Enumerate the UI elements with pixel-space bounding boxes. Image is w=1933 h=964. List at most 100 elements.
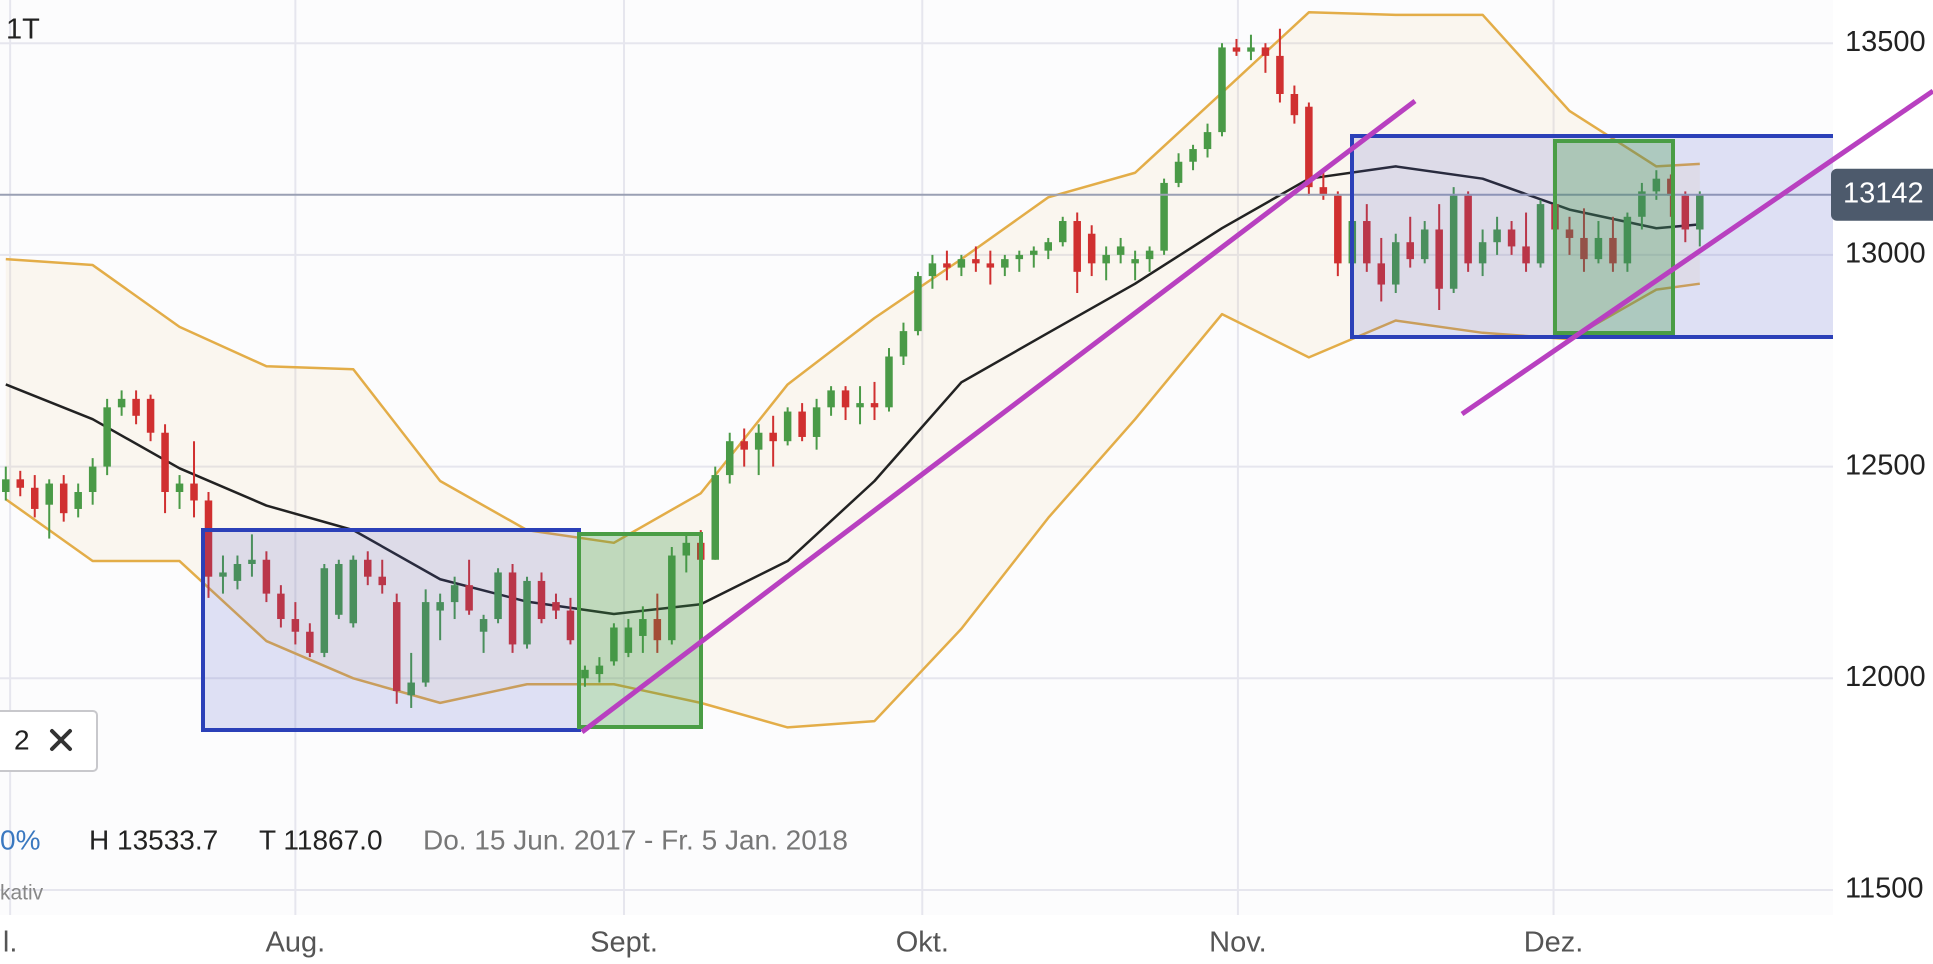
- candle-body: [117, 398, 126, 408]
- candle-body: [349, 559, 358, 624]
- candle-body: [175, 483, 184, 493]
- moving-average: [5, 165, 1700, 616]
- candle-body: [1261, 47, 1270, 56]
- candle-body: [1638, 191, 1646, 217]
- candle-body: [508, 572, 517, 645]
- candle-body: [1030, 250, 1038, 255]
- candle-body: [103, 407, 111, 467]
- candle-body: [277, 593, 285, 620]
- candle-body: [2, 479, 10, 493]
- candle-body: [1044, 242, 1053, 251]
- plot-area: [0, 11, 1833, 734]
- candle-body: [16, 479, 25, 488]
- candle-body: [190, 483, 198, 501]
- candle-body: [479, 619, 488, 632]
- candle-body: [798, 411, 806, 437]
- candle-body: [248, 559, 256, 564]
- candle-body: [841, 390, 850, 408]
- candle-body: [740, 441, 748, 450]
- candle-body: [783, 411, 792, 442]
- x-tick-label: l.: [3, 927, 18, 959]
- candle-body: [45, 483, 53, 505]
- candle-body: [1652, 178, 1661, 192]
- candle-body: [335, 563, 343, 615]
- candle-body: [566, 610, 575, 641]
- stat-high: H 13533.7: [89, 824, 218, 855]
- candle-body: [204, 500, 213, 577]
- candle-body: [1377, 263, 1386, 285]
- candle-body: [219, 572, 227, 577]
- candle-body: [769, 432, 777, 442]
- candle-body: [1667, 178, 1675, 196]
- candle-body: [1391, 242, 1400, 285]
- candle-body: [1449, 195, 1458, 289]
- candle-body: [291, 619, 300, 632]
- candle-body: [986, 263, 995, 268]
- lower-band: [5, 282, 1700, 729]
- candle-body: [74, 492, 82, 509]
- candle-body: [1087, 233, 1096, 264]
- candle-body: [233, 563, 242, 581]
- candle-body: [639, 619, 647, 636]
- candle-body: [899, 331, 908, 357]
- candle-body: [595, 665, 604, 675]
- candle-body: [1276, 55, 1284, 94]
- candle-body: [610, 627, 618, 662]
- candle-body: [364, 559, 372, 577]
- candle-body: [885, 356, 893, 408]
- range-box: [1350, 134, 1833, 339]
- candle-body: [1290, 93, 1299, 116]
- trend-line: [580, 99, 1417, 734]
- candle-body: [1116, 246, 1125, 255]
- candle-body: [450, 585, 459, 603]
- highlight-box: [577, 532, 703, 729]
- candle-body: [682, 542, 691, 556]
- candle-body: [972, 259, 980, 264]
- candle-body: [1507, 229, 1516, 247]
- chip-close-icon[interactable]: [50, 729, 72, 751]
- highlight-box: [1553, 139, 1675, 335]
- candle-body: [320, 568, 329, 653]
- candle-body: [1681, 195, 1690, 230]
- candle-body: [856, 403, 864, 408]
- candle-body: [1334, 195, 1342, 264]
- candle-body: [928, 263, 937, 277]
- trend-line: [1460, 88, 1933, 417]
- candle-body: [1073, 221, 1081, 272]
- candle-body: [378, 576, 386, 586]
- candle-body: [914, 276, 922, 332]
- candle-body: [1363, 221, 1371, 264]
- candle-body: [494, 572, 502, 620]
- candle-body: [653, 619, 662, 641]
- candle-body: [30, 487, 39, 509]
- band-fill: [5, 12, 1700, 728]
- candle-body: [957, 259, 966, 268]
- candle-body: [1580, 237, 1588, 260]
- plot-background: [0, 0, 1833, 915]
- candle-body: [1696, 194, 1704, 230]
- y-tick-label: 11500: [1845, 873, 1924, 905]
- candle-body: [1594, 237, 1603, 260]
- y-tick-label: 12500: [1845, 449, 1926, 481]
- candle-body: [1203, 132, 1212, 150]
- chip-box: [0, 710, 98, 772]
- candle-body: [1435, 229, 1443, 289]
- candle-body: [1319, 187, 1328, 196]
- candle-body: [146, 398, 155, 433]
- candle-body: [161, 432, 169, 493]
- x-tick-label: Okt.: [896, 927, 949, 959]
- y-tick-label: 13500: [1845, 26, 1926, 58]
- candle-body: [1609, 237, 1617, 264]
- candle-body: [1305, 106, 1313, 188]
- candle-body: [1493, 229, 1501, 243]
- candle-body: [523, 580, 531, 645]
- candle-body: [943, 263, 951, 268]
- candle-body: [1565, 229, 1574, 238]
- candle-body: [1478, 242, 1487, 264]
- candle-body: [1420, 229, 1429, 260]
- y-tick-label: 12000: [1845, 661, 1926, 693]
- legend-chip[interactable]: 2: [0, 710, 98, 772]
- candle-body: [827, 390, 835, 408]
- candle-body: [1464, 195, 1472, 264]
- stat-range: Do. 15 Jun. 2017 - Fr. 5 Jan. 2018: [423, 824, 848, 855]
